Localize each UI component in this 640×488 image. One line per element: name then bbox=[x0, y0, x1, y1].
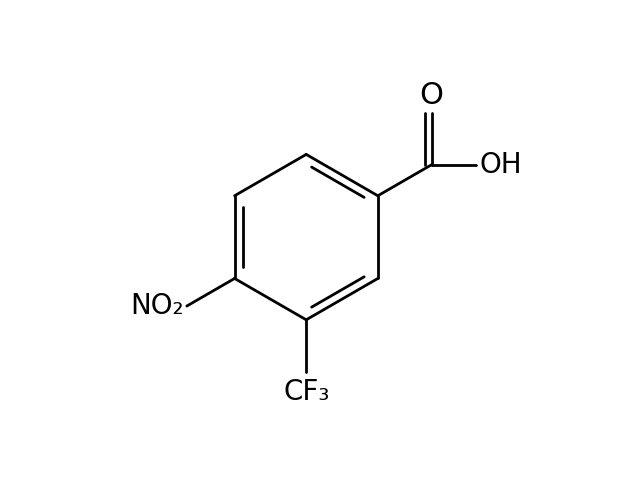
Text: NO₂: NO₂ bbox=[130, 292, 184, 320]
Text: OH: OH bbox=[480, 151, 522, 179]
Text: O: O bbox=[420, 81, 444, 110]
Text: CF₃: CF₃ bbox=[283, 378, 330, 407]
